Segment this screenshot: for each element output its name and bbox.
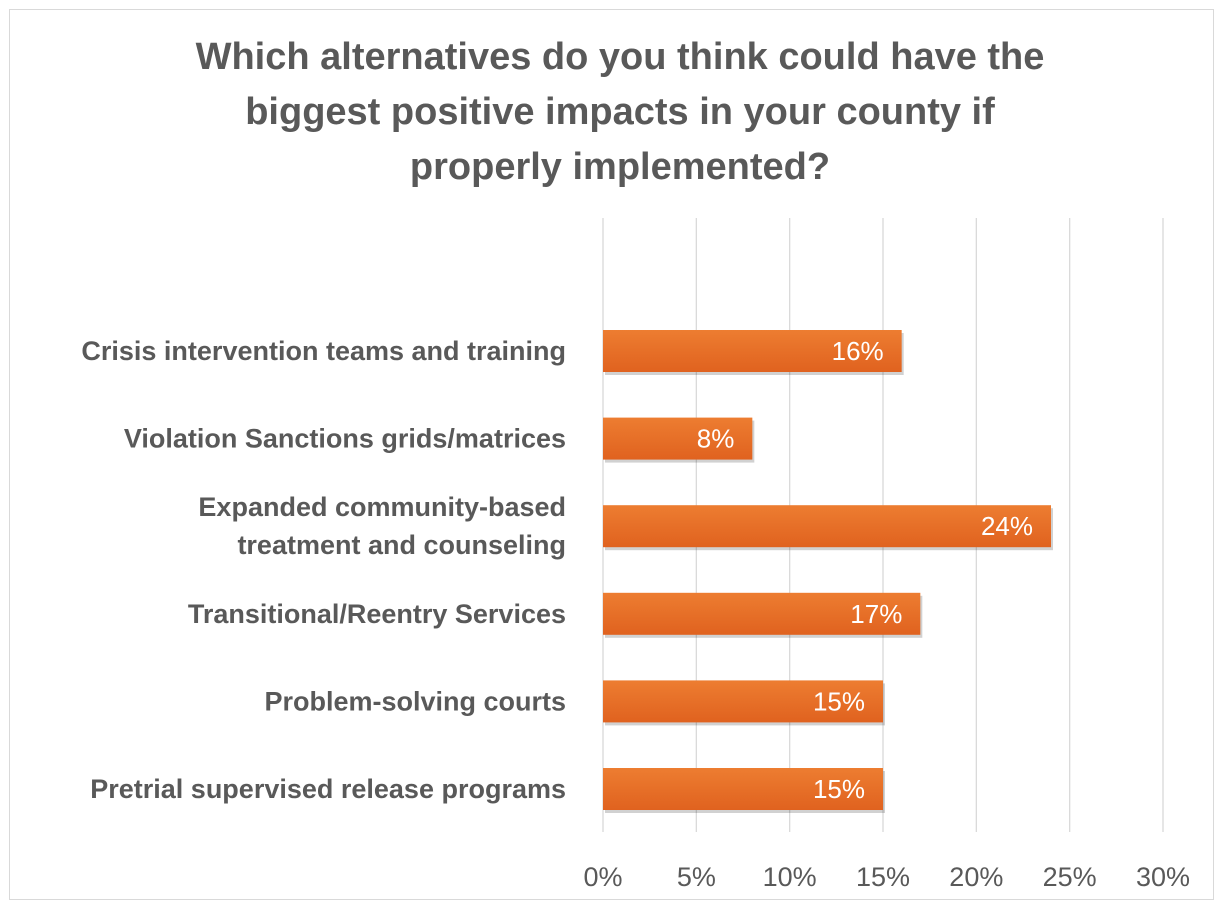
chart-title: Which alternatives do you think could ha… [150, 30, 1090, 195]
x-tick-label: 5% [677, 862, 716, 892]
bar [603, 330, 902, 372]
category-label-line: Pretrial supervised release programs [90, 774, 566, 804]
chart-title-line: Which alternatives do you think could ha… [195, 36, 1045, 78]
category-label: Pretrial supervised release programs [90, 774, 566, 804]
category-label: Violation Sanctions grids/matrices [124, 424, 566, 454]
data-label: 15% [813, 686, 865, 716]
bar [603, 505, 1051, 548]
bar [603, 680, 883, 723]
x-tick-label: 20% [949, 862, 1003, 892]
category-label: Crisis intervention teams and training [81, 336, 566, 366]
labels: 0% 5% 10% 15% 20% 25% 30% 16% Crisis interventio… [81, 336, 1190, 892]
category-label-line: Crisis intervention teams and training [81, 336, 566, 366]
x-tick-label: 15% [856, 862, 910, 892]
data-label: 8% [697, 424, 735, 454]
chart-title-line: properly implemented? [409, 146, 831, 188]
bar [603, 417, 753, 460]
category-label: Expanded community-based treatment and co… [198, 492, 566, 560]
bar [603, 592, 921, 635]
category-label-line: Problem-solving courts [264, 686, 566, 716]
category-label-line: Transitional/Reentry Services [188, 599, 566, 629]
data-label: 17% [850, 599, 902, 629]
category-label-line: Expanded community-based [198, 492, 566, 522]
x-tick-label: 25% [1043, 862, 1097, 892]
chart-title-line: biggest positive impacts in your county … [245, 91, 995, 133]
x-tick-label: 0% [583, 862, 622, 892]
data-label: 16% [832, 336, 884, 366]
x-tick-label: 10% [763, 862, 817, 892]
category-label: Problem-solving courts [264, 686, 566, 716]
category-label-line: treatment and counseling [237, 530, 566, 560]
bar [603, 768, 883, 810]
bars [603, 330, 1053, 813]
category-label-line: Violation Sanctions grids/matrices [124, 424, 566, 454]
category-label: Transitional/Reentry Services [188, 599, 566, 629]
x-tick-label: 30% [1136, 862, 1190, 892]
data-label: 24% [981, 511, 1033, 541]
data-label: 15% [813, 774, 865, 804]
